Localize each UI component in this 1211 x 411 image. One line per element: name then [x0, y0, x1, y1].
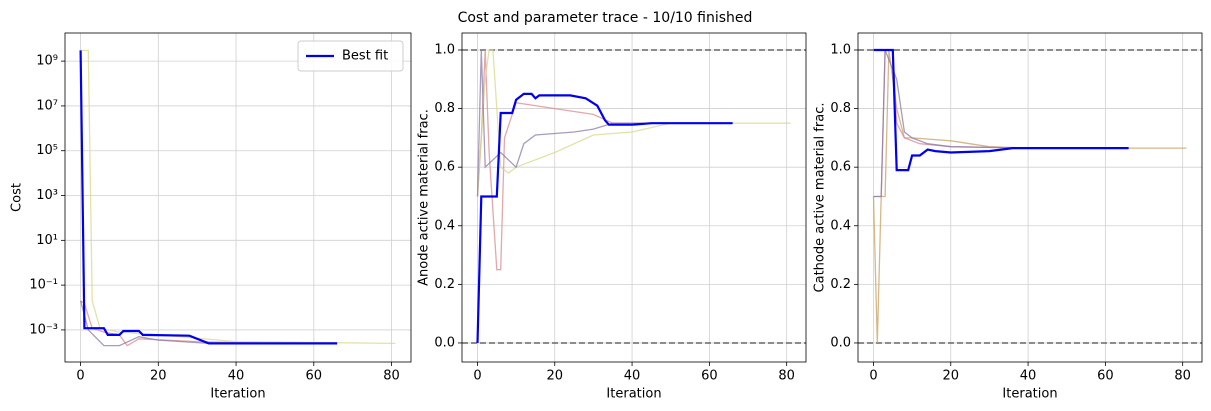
trace-line — [476, 49, 791, 197]
x-tick-label: 0 — [76, 369, 84, 384]
y-tick-label: 10⁹ — [36, 54, 58, 69]
y-tick-label: 0.0 — [830, 335, 851, 350]
x-tick-label: 20 — [546, 369, 563, 384]
x-axis-label: Iteration — [1002, 387, 1057, 402]
y-tick-label: 1.0 — [830, 42, 851, 57]
trace-line — [873, 49, 1129, 198]
trace-line — [80, 49, 396, 345]
x-tick-label: 40 — [228, 369, 245, 384]
y-axis-label: Anode active material frac. — [417, 109, 432, 286]
y-tick-label: 10⁷ — [36, 98, 58, 113]
trace-line — [80, 300, 275, 347]
y-tick-label: 0.2 — [830, 277, 851, 292]
y-tick-label: 10⁻³ — [29, 322, 58, 337]
x-tick-label: 60 — [701, 369, 718, 384]
x-tick-label: 20 — [942, 369, 959, 384]
x-tick-label: 60 — [1097, 369, 1114, 384]
x-axis-label: Iteration — [606, 387, 661, 402]
x-axis-label: Iteration — [210, 387, 265, 402]
legend-box — [297, 40, 404, 72]
y-tick-label: 10³ — [36, 188, 58, 203]
y-axis-label: Cost — [10, 183, 25, 212]
y-tick-label: 1.0 — [434, 42, 455, 57]
subplot: 0 20 40 60 80 0.0 0.2 0.4 0.6 0.8 1.0 Iteration Anod… — [417, 32, 807, 402]
subplot: 0 20 40 60 80 10⁻³ 10⁻¹ 10¹ 10³ 10⁵ 10⁷ 10⁹ Iteratio… — [10, 32, 412, 402]
y-tick-label: 0.0 — [434, 335, 455, 350]
y-tick-label: 10⁵ — [36, 143, 58, 158]
x-tick-label: 60 — [306, 369, 323, 384]
y-tick-label: 10⁻¹ — [29, 278, 58, 293]
best-fit-line — [873, 48, 1129, 172]
y-tick-label: 0.4 — [830, 218, 851, 233]
x-tick-label: 40 — [1020, 369, 1037, 384]
x-tick-label: 20 — [150, 369, 167, 384]
best-fit-line — [79, 50, 338, 345]
x-tick-label: 80 — [1174, 369, 1191, 384]
best-fit-line — [476, 92, 733, 344]
trace-line — [79, 300, 338, 347]
x-tick-label: 80 — [778, 369, 795, 384]
x-tick-label: 80 — [383, 369, 400, 384]
y-tick-label: 10¹ — [36, 233, 58, 248]
y-tick-label: 0.6 — [434, 160, 455, 175]
trace-line — [476, 49, 671, 271]
y-tick-label: 0.8 — [434, 101, 455, 116]
y-tick-label: 0.6 — [830, 160, 851, 175]
trace-line — [873, 49, 1129, 198]
trace-line — [872, 49, 1187, 344]
figure-title: Cost and parameter trace - 10/10 finishe… — [458, 10, 753, 26]
subplot: 0 20 40 60 80 0.0 0.2 0.4 0.6 0.8 1.0 Iteration Cath… — [813, 32, 1203, 402]
x-tick-label: 0 — [869, 369, 877, 384]
trace-line — [476, 49, 733, 197]
plot-frame — [461, 32, 807, 363]
y-axis-label: Cathode active material frac. — [813, 103, 828, 293]
plot-frame — [857, 32, 1203, 363]
plot-frame — [64, 32, 412, 363]
legend-label: Best fit — [342, 49, 388, 64]
y-tick-label: 0.8 — [830, 101, 851, 116]
y-tick-label: 0.2 — [434, 277, 455, 292]
x-tick-label: 0 — [473, 369, 481, 384]
y-tick-label: 0.4 — [434, 218, 455, 233]
x-tick-label: 40 — [624, 369, 641, 384]
